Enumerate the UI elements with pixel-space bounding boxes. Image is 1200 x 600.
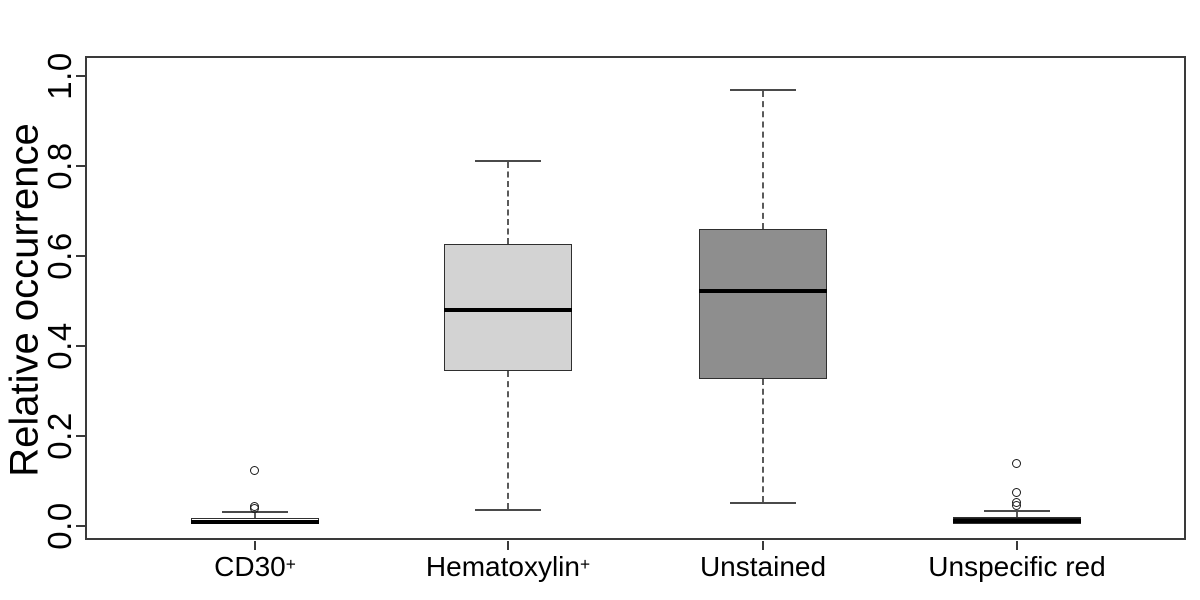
y-tick-mark — [76, 434, 85, 437]
outlier-point — [1012, 500, 1021, 510]
upper-whisker-line — [1016, 512, 1018, 518]
upper-whisker-cap — [984, 510, 1050, 513]
upper-whisker-cap — [730, 89, 796, 92]
y-tick-label: 0.8 — [41, 141, 78, 190]
upper-whisker-cap — [475, 160, 541, 162]
x-tick-mark — [254, 541, 256, 550]
y-tick-mark — [76, 254, 85, 257]
upper-whisker-line — [507, 162, 509, 244]
box — [444, 243, 572, 372]
x-tick-label-text: Hematoxylin — [425, 551, 580, 582]
outlier-point — [1012, 488, 1021, 498]
outlier-point — [250, 465, 259, 475]
y-tick-mark — [76, 344, 85, 347]
x-tick-label: Hematoxylin+ — [426, 551, 590, 583]
x-tick-label-text: Unspecific red — [928, 551, 1106, 582]
x-tick-mark — [762, 541, 764, 550]
median-line — [699, 289, 827, 294]
y-tick-mark — [76, 74, 85, 77]
y-tick-label: 0.6 — [41, 231, 78, 280]
lower-whisker-cap — [730, 502, 796, 504]
box — [699, 228, 827, 380]
x-tick-mark — [1016, 541, 1018, 550]
outlier-point — [1012, 458, 1021, 468]
y-tick-label: 0.4 — [41, 321, 78, 370]
plot-area — [85, 56, 1186, 540]
median-line — [953, 519, 1081, 523]
median-line — [444, 307, 572, 312]
x-tick-label-superscript: + — [579, 553, 591, 574]
x-tick-label-superscript: + — [285, 553, 296, 574]
lower-whisker-line — [507, 371, 509, 509]
x-tick-label-text: CD30 — [214, 551, 286, 582]
upper-whisker-line — [762, 91, 764, 229]
y-tick-mark — [76, 524, 85, 527]
x-tick-label: Unstained — [700, 551, 826, 583]
x-tick-label: CD30+ — [214, 551, 296, 583]
upper-whisker-line — [254, 513, 256, 519]
median-line — [191, 519, 319, 524]
x-tick-mark — [507, 541, 509, 550]
y-tick-label: 0.0 — [41, 501, 78, 550]
lower-whisker-line — [762, 379, 764, 502]
lower-whisker-cap — [475, 508, 541, 511]
y-tick-mark — [76, 164, 85, 167]
x-tick-label: Unspecific red — [928, 551, 1105, 583]
outlier-point — [250, 504, 259, 514]
y-tick-label: 1.0 — [41, 51, 78, 100]
x-tick-label-text: Unstained — [699, 551, 827, 582]
y-tick-label: 0.2 — [41, 411, 78, 460]
